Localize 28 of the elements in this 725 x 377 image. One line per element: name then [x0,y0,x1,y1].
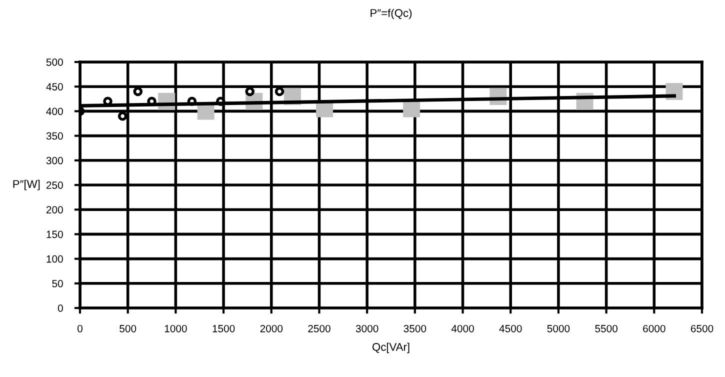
y-tick-label: 250 [46,182,63,189]
x-tick-label: 1500 [212,324,235,332]
y-tick-label: 200 [46,206,63,214]
x-tick-label: 4000 [451,324,474,332]
x-tick-label: 2500 [308,324,330,332]
y-tick-label: 450 [46,83,63,90]
x-tick-label: 6500 [690,324,714,332]
x-tick-label: 4500 [499,324,522,332]
y-tick-label: 350 [46,132,63,140]
y-tick-label: 0 [58,304,63,312]
y-axis-title: P″[W] [13,180,40,190]
y-tick-label: 500 [46,58,63,66]
x-tick-label: 6000 [643,324,666,332]
y-tick-label: 300 [46,156,63,164]
x-tick-label: 500 [120,324,136,332]
chart-title: P″=f(Qc) [370,8,412,20]
x-tick-label: 5500 [595,324,618,332]
y-tick-label: 100 [46,255,63,263]
x-tick-label: 3500 [404,324,426,332]
x-tick-label: 0 [78,324,82,332]
x-tick-label: 1000 [164,324,187,332]
x-tick-label: 5000 [547,324,570,332]
x-tick-label: 3000 [356,324,378,332]
x-tick-label: 2000 [260,324,283,332]
y-tick-label: 400 [46,108,63,116]
y-tick-label: 150 [46,230,63,238]
y-tick-label: 50 [52,280,63,288]
x-axis-title: Qc[VAr] [372,342,410,354]
